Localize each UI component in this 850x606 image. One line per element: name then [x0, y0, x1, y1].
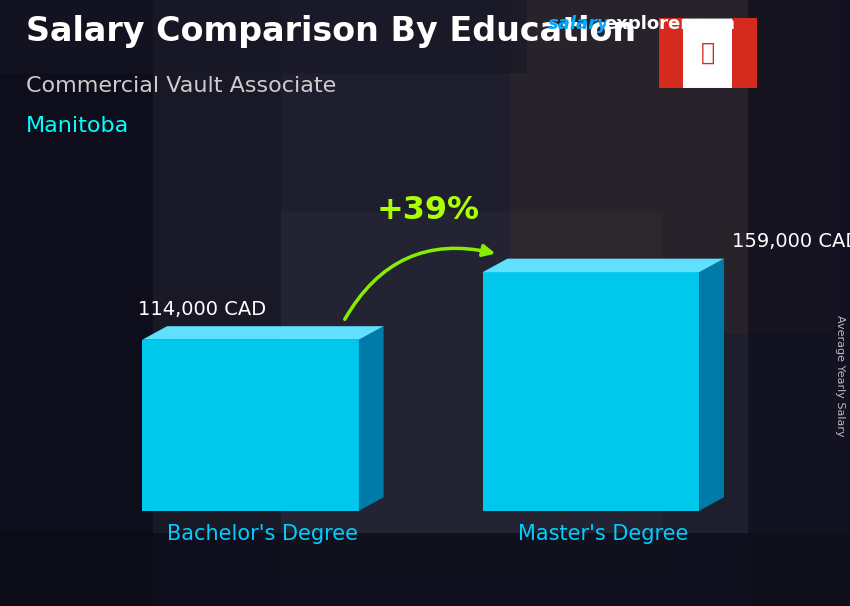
Bar: [510, 0, 833, 333]
Text: Bachelor's Degree: Bachelor's Degree: [167, 524, 359, 544]
Polygon shape: [732, 18, 756, 88]
Bar: [0, 533, 850, 606]
Text: explorer.com: explorer.com: [604, 15, 735, 33]
Text: Master's Degree: Master's Degree: [518, 524, 688, 544]
Bar: [748, 0, 850, 606]
Polygon shape: [659, 18, 756, 88]
Polygon shape: [483, 259, 724, 272]
Polygon shape: [483, 272, 700, 511]
Text: Average Yearly Salary: Average Yearly Salary: [835, 315, 845, 436]
Text: salary: salary: [548, 15, 610, 33]
Text: Salary Comparison By Education: Salary Comparison By Education: [26, 15, 636, 48]
Polygon shape: [142, 340, 359, 511]
Bar: [153, 0, 280, 606]
Bar: [0, 0, 527, 73]
Text: 🍁: 🍁: [700, 41, 715, 65]
Bar: [280, 212, 663, 576]
Bar: [0, 0, 153, 606]
Text: 159,000 CAD: 159,000 CAD: [732, 232, 850, 251]
Polygon shape: [700, 259, 724, 511]
Polygon shape: [659, 18, 683, 88]
Text: +39%: +39%: [377, 195, 480, 226]
Text: 114,000 CAD: 114,000 CAD: [139, 300, 267, 319]
Text: Manitoba: Manitoba: [26, 116, 128, 136]
Text: Commercial Vault Associate: Commercial Vault Associate: [26, 76, 336, 96]
Polygon shape: [359, 326, 383, 511]
Polygon shape: [142, 326, 383, 340]
